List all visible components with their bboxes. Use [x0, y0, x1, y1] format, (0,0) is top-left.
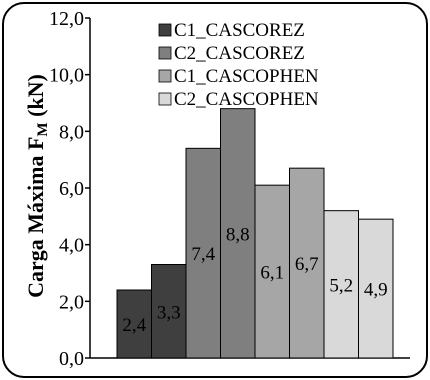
legend-swatch — [158, 92, 172, 106]
legend-label: C2_CASCOPHEN — [174, 89, 319, 110]
bar — [151, 264, 187, 359]
y-tick-label: 2,0 — [59, 291, 84, 313]
y-axis-subscript: M — [35, 122, 51, 136]
legend-label: C1_CASCOREZ — [174, 20, 305, 41]
legend-label: C1_CASCOPHEN — [174, 66, 319, 87]
legend-swatch — [158, 23, 172, 37]
bar-value-label: 3,3 — [157, 302, 181, 323]
legend-swatch — [158, 46, 172, 60]
y-tick-label: 10,0 — [49, 65, 84, 87]
bar-value-label: 4,9 — [364, 280, 388, 301]
bar-value-label: 7,4 — [191, 244, 215, 265]
bar — [358, 218, 394, 359]
y-tick-label: 12,0 — [49, 8, 84, 30]
bar-value-label: 5,2 — [329, 275, 353, 296]
y-axis-unit: (kN) — [23, 74, 48, 122]
bar-value-label: 6,1 — [260, 263, 284, 284]
bar-value-label: 6,7 — [295, 254, 319, 275]
bar — [254, 184, 290, 359]
legend-label: C2_CASCOREZ — [174, 43, 305, 64]
y-tick-label: 6,0 — [59, 178, 84, 200]
bar — [323, 210, 359, 359]
y-tick-label: 4,0 — [59, 235, 84, 257]
legend-swatch — [158, 69, 172, 83]
bar — [289, 167, 325, 359]
y-tick-label: 8,0 — [59, 121, 84, 143]
y-axis-title: Carga Máxima F — [23, 137, 48, 298]
y-axis-label: Carga Máxima FM (kN) — [23, 74, 51, 298]
bar — [116, 289, 152, 359]
bar — [220, 108, 256, 359]
bar — [185, 147, 221, 359]
y-tick-label: 0,0 — [59, 348, 84, 370]
bar-value-label: 2,4 — [122, 315, 146, 336]
svg-text:Carga Máxima FM (kN): Carga Máxima FM (kN) — [23, 74, 51, 298]
bar-value-label: 8,8 — [226, 224, 250, 245]
